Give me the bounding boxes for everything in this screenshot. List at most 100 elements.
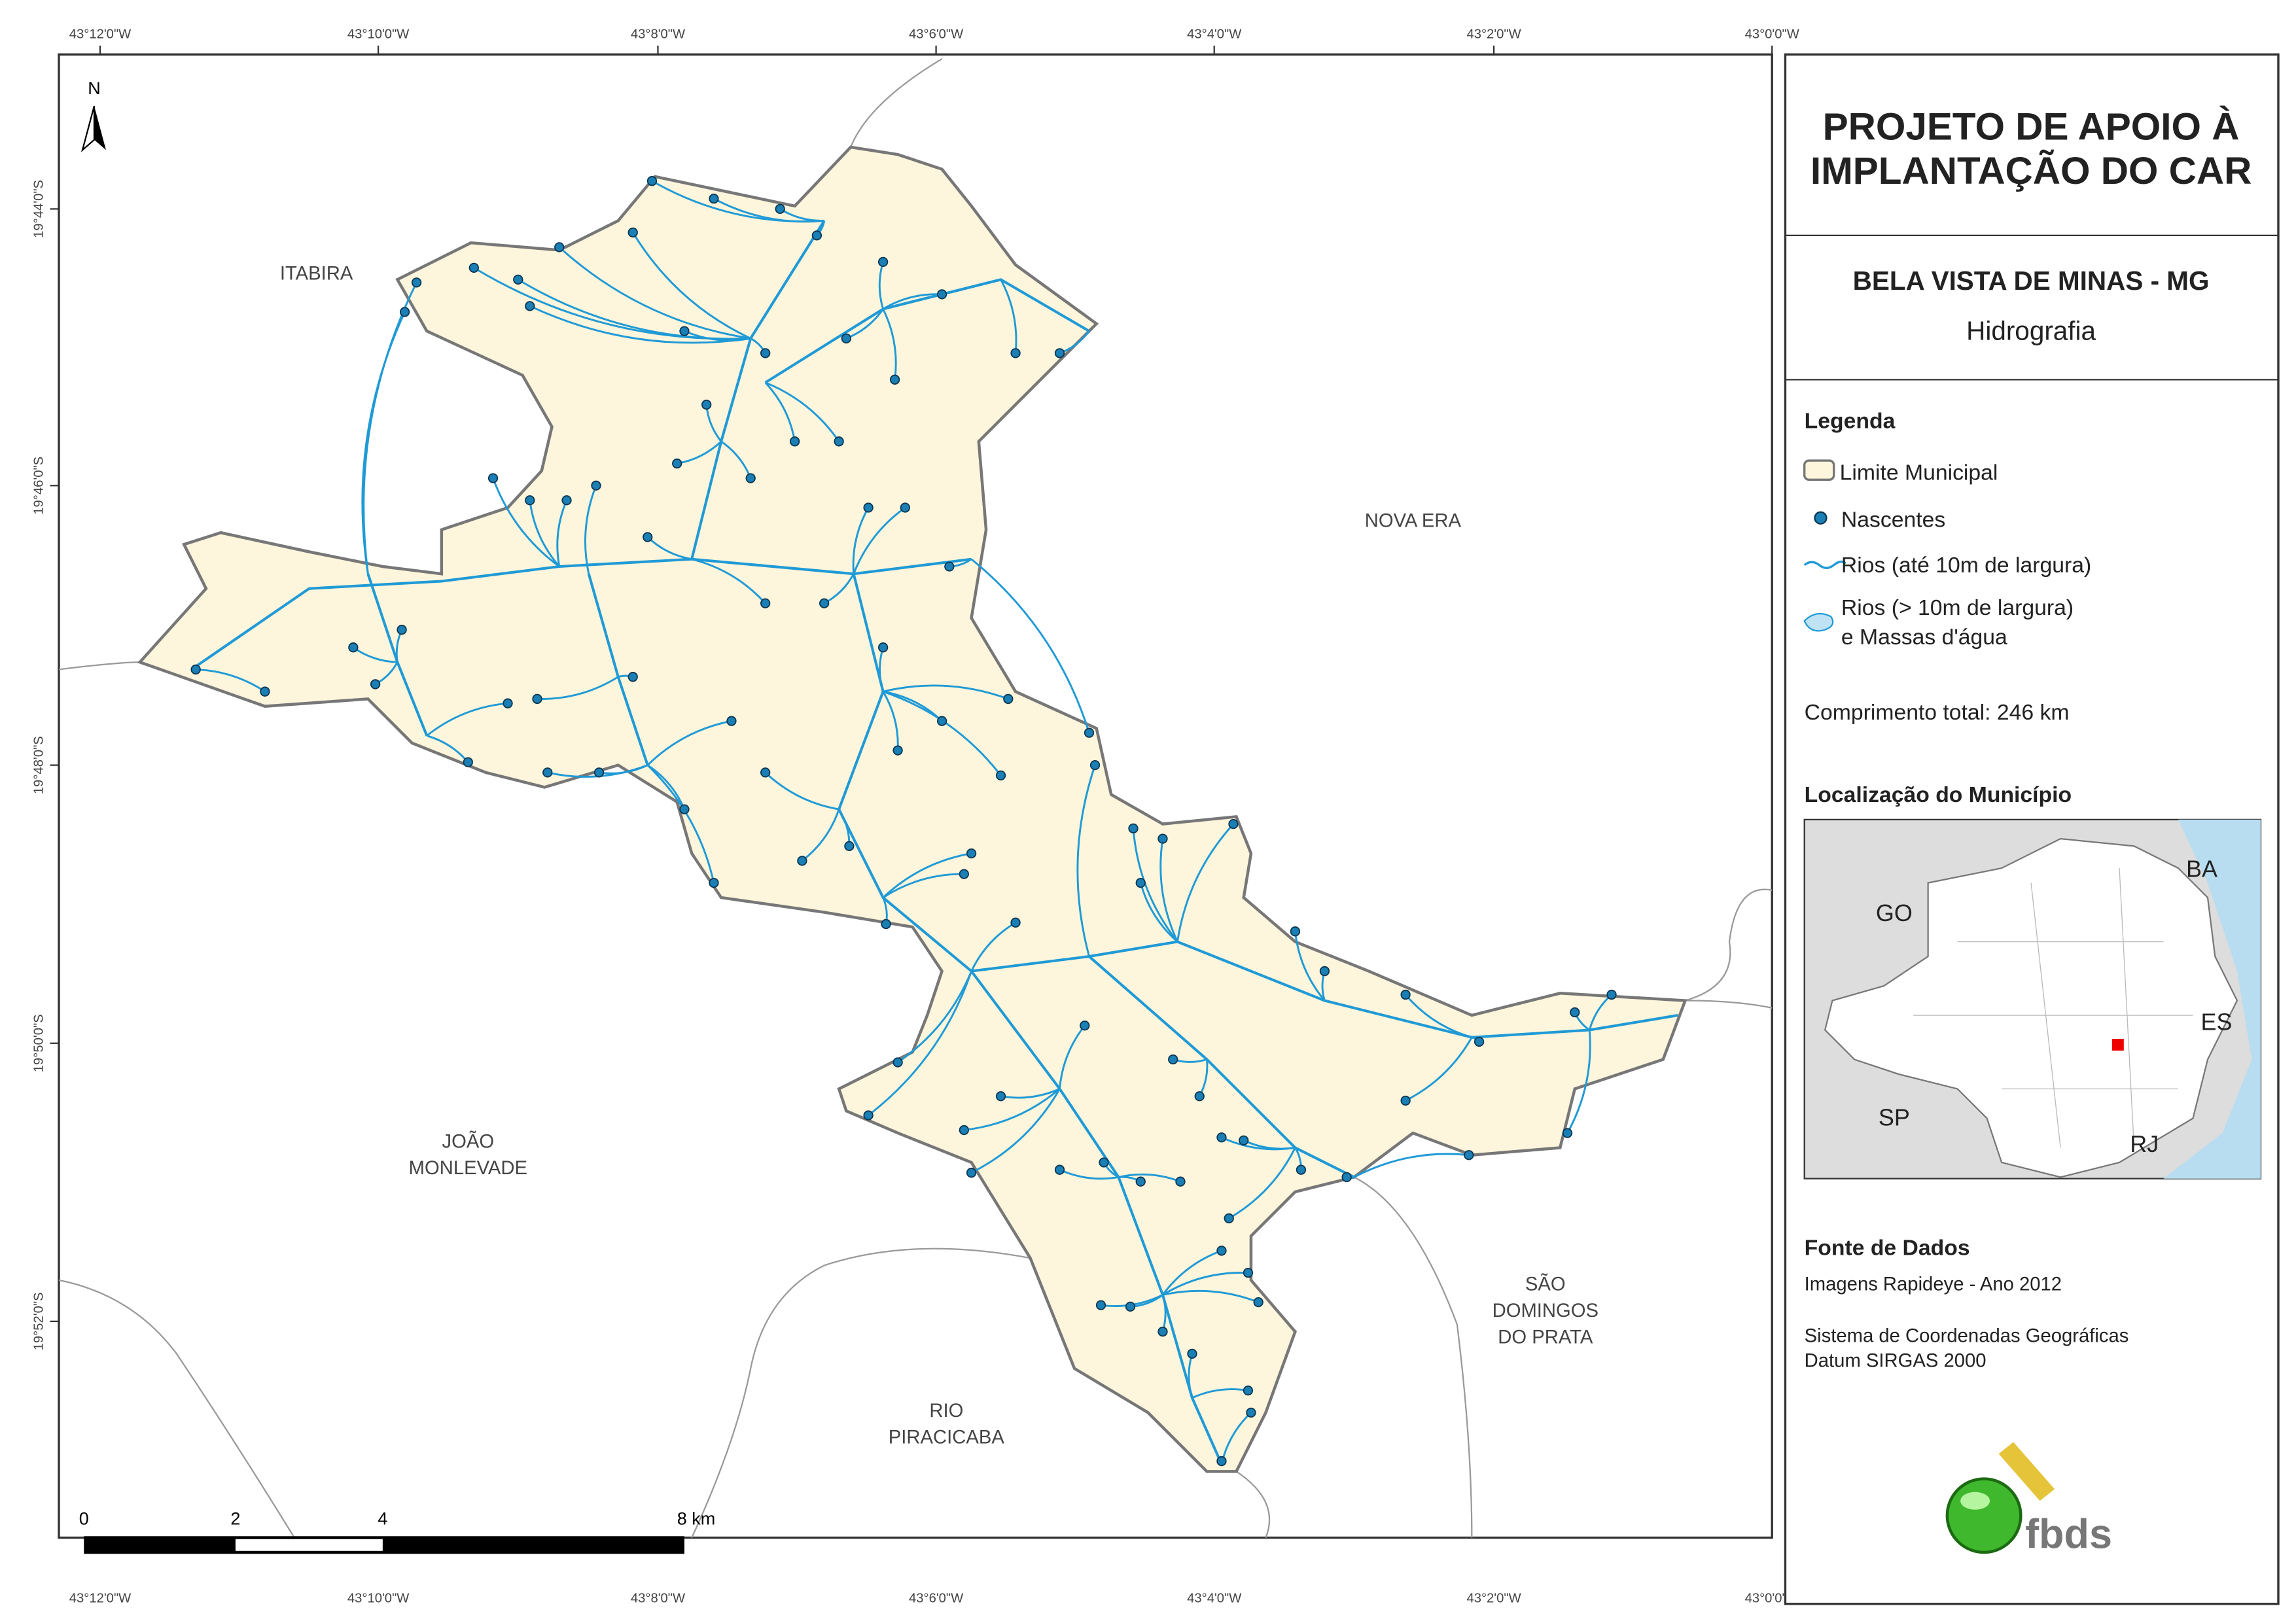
spring bbox=[399, 307, 410, 317]
stream bbox=[802, 809, 840, 862]
spring bbox=[1135, 1176, 1146, 1187]
stream bbox=[529, 500, 560, 567]
stream bbox=[1118, 1173, 1181, 1183]
legend-item: Rios (> 10m de largura) bbox=[1841, 595, 2074, 620]
stream bbox=[646, 764, 715, 883]
scale-label: 8 km bbox=[677, 1509, 715, 1528]
stream bbox=[556, 500, 568, 567]
boundary bbox=[1685, 1000, 1773, 1009]
lat-label: 19°44'0"S bbox=[31, 180, 46, 238]
river bbox=[970, 970, 1223, 1465]
lon-label: 43°10'0"W bbox=[347, 1592, 410, 1606]
boundary bbox=[691, 1248, 1031, 1539]
spring bbox=[260, 686, 270, 697]
legend-item: Rios (até 10m de largura) bbox=[1841, 553, 2091, 578]
lon-label: 43°8'0"W bbox=[631, 1592, 686, 1606]
spring bbox=[841, 333, 852, 343]
spring bbox=[834, 436, 844, 447]
spring bbox=[1168, 1054, 1178, 1065]
scale-bar-bg bbox=[84, 1536, 684, 1554]
spring bbox=[627, 227, 638, 238]
spring bbox=[643, 532, 653, 542]
stream bbox=[492, 478, 560, 568]
spring bbox=[1194, 1091, 1205, 1102]
spring bbox=[646, 176, 658, 186]
north-arrow: N bbox=[80, 79, 106, 152]
total-length: Comprimento total: 246 km bbox=[1805, 700, 2070, 725]
spring bbox=[1187, 1348, 1197, 1359]
spring bbox=[554, 242, 565, 253]
stream bbox=[1176, 823, 1235, 942]
spring bbox=[1216, 1132, 1227, 1143]
state-label: BA bbox=[2186, 856, 2217, 882]
spring bbox=[944, 561, 955, 572]
ocean bbox=[2163, 819, 2261, 1179]
side-panel: PROJETO DE APOIO À IMPLANTAÇÃO DO CAR BE… bbox=[1784, 53, 2280, 1605]
spring bbox=[1095, 1300, 1106, 1310]
spring bbox=[679, 804, 690, 814]
source-line: Datum SIRGAS 2000 bbox=[1805, 1351, 1987, 1372]
stream bbox=[1405, 994, 1472, 1039]
place-label: PIRACICABA bbox=[889, 1427, 1005, 1448]
scale-label: 2 bbox=[230, 1509, 240, 1528]
spring bbox=[1125, 1301, 1136, 1312]
spring bbox=[709, 877, 719, 888]
stream bbox=[964, 1088, 1061, 1131]
spring bbox=[1010, 348, 1021, 358]
stream bbox=[518, 279, 751, 340]
spring bbox=[1341, 1172, 1352, 1183]
stream bbox=[852, 507, 870, 574]
stream bbox=[1228, 1147, 1296, 1219]
neighbor-boundaries bbox=[58, 58, 1773, 1539]
lon-label: 43°8'0"W bbox=[631, 27, 686, 41]
spring bbox=[889, 374, 900, 385]
spring bbox=[790, 436, 800, 447]
stream bbox=[764, 381, 796, 442]
legend-swatch bbox=[1814, 511, 1828, 525]
stream bbox=[882, 308, 897, 380]
state-label: ES bbox=[2201, 1009, 2233, 1036]
legend-item: e Massas d'água bbox=[1841, 625, 2007, 650]
stream bbox=[970, 1088, 1061, 1174]
stream bbox=[558, 246, 751, 340]
logo-bar bbox=[1998, 1442, 2055, 1501]
spring bbox=[1089, 759, 1101, 771]
municipality: BELA VISTA DE MINAS - MG bbox=[1853, 266, 2210, 296]
spring bbox=[1084, 727, 1095, 738]
spring bbox=[679, 326, 690, 336]
spring bbox=[966, 1168, 977, 1178]
lon-label: 43°0'0"W bbox=[1745, 27, 1800, 41]
source-line: Sistema de Coordenadas Geográficas bbox=[1805, 1325, 2129, 1346]
legend-swatch bbox=[1803, 560, 1846, 569]
spring bbox=[1606, 989, 1617, 1000]
stream bbox=[426, 702, 508, 737]
place-label: JOÃO bbox=[442, 1130, 495, 1152]
lat-label: 19°48'0"S bbox=[31, 736, 46, 794]
scale-bar: 0 2 4 8 km bbox=[79, 1509, 715, 1554]
lon-label: 43°2'0"W bbox=[1466, 1592, 1521, 1606]
spring bbox=[513, 274, 523, 285]
stream bbox=[1192, 1388, 1248, 1399]
legend-swatch bbox=[1803, 459, 1835, 481]
spring bbox=[1135, 877, 1146, 888]
legend-title: Legenda bbox=[1805, 409, 1896, 434]
spring bbox=[811, 230, 822, 241]
lon-label: 43°2'0"W bbox=[1466, 27, 1521, 41]
stream bbox=[1000, 279, 1017, 353]
spring bbox=[745, 473, 756, 483]
spring bbox=[503, 698, 513, 708]
legend-item: Nascentes bbox=[1841, 507, 1945, 532]
place-label: ITABIRA bbox=[280, 263, 353, 284]
spring bbox=[1319, 966, 1330, 977]
spring bbox=[1464, 1150, 1474, 1161]
boundary bbox=[58, 661, 140, 671]
spring bbox=[348, 642, 359, 653]
boundary bbox=[58, 1279, 295, 1539]
lon-label: 43°6'0"W bbox=[909, 27, 964, 41]
spring bbox=[1003, 693, 1014, 705]
place-label: MONLEVADE bbox=[409, 1158, 527, 1179]
spring bbox=[1253, 1297, 1263, 1308]
spring bbox=[1224, 1213, 1234, 1224]
spring bbox=[1054, 1164, 1065, 1175]
